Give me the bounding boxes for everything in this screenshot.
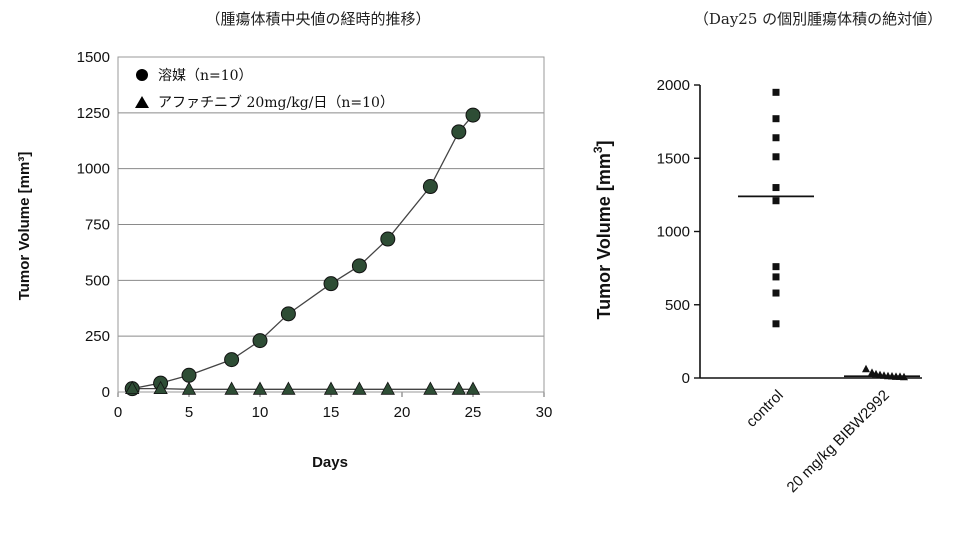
chart2-y-axis-label-main: Tumor Volume [mm: [594, 153, 614, 319]
chart1-point-afatinib: [181, 381, 197, 395]
chart1-point-vehicle: [224, 352, 240, 368]
chart1-series: [124, 107, 481, 397]
chart1-point-afatinib: [380, 381, 395, 395]
chart2-category-label: control: [743, 387, 787, 431]
chart1-point-afatinib: [323, 381, 339, 395]
chart2-category-label: 20 mg/kg BIBW2992: [784, 387, 893, 496]
chart1-x-axis-label: Days: [312, 454, 348, 471]
chart1-series-line-afatinib: [132, 387, 473, 390]
chart2-y-axis-label: Tumor Volume [mm3]: [591, 140, 614, 319]
chart1-point-vehicle: [465, 107, 481, 123]
scatter-chart-day25: （Day25 の個別腫瘍体積の絶対値） 0 500 1000 1500 2000 con…: [591, 10, 942, 496]
chart2-tick-labels: 0 500 1000 1500 2000: [657, 77, 690, 387]
chart1-point-vehicle: [323, 276, 339, 292]
chart2-point-bibw2992: [862, 364, 870, 373]
chart1-tick-labels: 0 250 500 750 1000 1250 1500 0 5 10 15 20 25 30: [77, 49, 553, 421]
chart1-legend: 溶媒（n=10） アファチニブ 20mg/kg/日（n=10）: [135, 68, 394, 111]
chart2-y-tick-label: 500: [665, 297, 690, 314]
chart1-point-afatinib: [423, 381, 438, 395]
chart2-point-control: [772, 153, 780, 161]
chart2-title: （Day25 の個別腫瘍体積の絶対値）: [694, 10, 942, 28]
chart1-y-tick-label: 0: [102, 384, 110, 401]
chart1-point-afatinib: [224, 381, 239, 395]
chart1-x-tick-label: 30: [536, 404, 553, 421]
chart2-median-lines: [738, 195, 920, 378]
chart1-x-tick-label: 20: [394, 404, 411, 421]
chart1-point-vehicle: [451, 124, 467, 140]
chart2-y-axis-label-end: ]: [594, 140, 614, 146]
chart2-point-control: [772, 273, 780, 281]
chart1-x-tick-label: 10: [252, 404, 269, 421]
chart2-y-axis-label-sup: 3: [591, 146, 605, 153]
chart1-point-afatinib: [451, 381, 466, 395]
chart1-title: （腫瘍体積中央値の経時的推移）: [205, 10, 430, 28]
chart2-point-control: [772, 320, 780, 328]
chart1-point-afatinib: [125, 380, 140, 395]
chart2-point-control: [772, 88, 780, 96]
chart1-series-line-vehicle: [132, 114, 474, 390]
chart1-point-afatinib: [281, 381, 296, 395]
chart1-x-tick-label: 5: [185, 404, 193, 421]
chart1-point-vehicle: [252, 333, 268, 349]
chart1-point-afatinib: [252, 381, 268, 395]
chart2-point-control: [772, 134, 780, 142]
chart2-point-control: [772, 263, 780, 271]
chart2-point-control: [772, 115, 780, 123]
chart1-point-afatinib: [153, 380, 168, 395]
chart1-point-vehicle: [351, 258, 367, 274]
chart1-y-axis-label: Tumor Volume [mm³]: [16, 152, 33, 301]
chart2-point-control: [772, 289, 780, 297]
chart1-y-tick-label: 750: [85, 217, 110, 234]
legend-label-vehicle: 溶媒（n=10）: [158, 68, 253, 84]
chart2-points: [772, 88, 908, 381]
chart1-x-tick-label: 15: [323, 404, 340, 421]
chart1-y-tick-label: 1250: [77, 105, 110, 122]
chart1-point-vehicle: [181, 367, 197, 383]
legend-triangle-marker: [135, 96, 149, 108]
chart1-x-tick-label: 25: [465, 404, 482, 421]
chart1-point-vehicle: [422, 179, 438, 195]
line-chart-median-volume: （腫瘍体積中央値の経時的推移） 0 250 500 750 1000 1250 1500 0 5…: [16, 10, 552, 471]
chart1-point-afatinib: [352, 381, 367, 395]
chart1-point-vehicle: [280, 306, 296, 322]
chart2-y-tick-label: 1500: [657, 150, 690, 167]
chart2-point-control: [772, 197, 780, 205]
chart2-point-control: [772, 184, 780, 192]
chart1-point-vehicle: [380, 231, 396, 247]
chart2-y-tick-label: 1000: [657, 224, 690, 241]
chart1-y-tick-label: 1500: [77, 49, 110, 66]
chart2-axes: [694, 84, 922, 379]
chart1-point-afatinib: [465, 381, 481, 395]
chart1-y-tick-label: 250: [85, 328, 110, 345]
legend-circle-marker: [136, 69, 148, 81]
chart1-y-tick-label: 500: [85, 272, 110, 289]
chart1-x-tick-label: 0: [114, 404, 122, 421]
chart2-y-tick-label: 2000: [657, 77, 690, 94]
chart1-y-tick-label: 1000: [77, 161, 110, 178]
legend-label-afatinib: アファチニブ 20mg/kg/日（n=10）: [158, 94, 394, 111]
chart2-y-tick-label: 0: [682, 370, 690, 387]
